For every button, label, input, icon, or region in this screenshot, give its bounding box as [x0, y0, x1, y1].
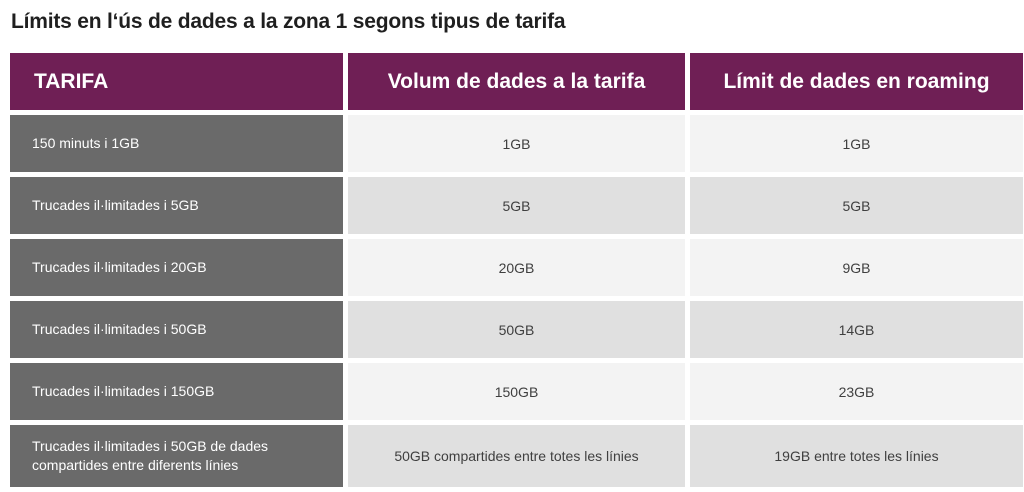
limit-cell: 19GB entre totes les línies: [690, 425, 1023, 487]
limit-cell: 14GB: [690, 301, 1023, 358]
tarifa-cell: Trucades il·limitades i 150GB: [10, 363, 343, 420]
limit-cell: 9GB: [690, 239, 1023, 296]
volum-cell: 150GB: [348, 363, 685, 420]
header-limit-roaming: Límit de dades en roaming: [690, 53, 1023, 110]
volum-cell: 20GB: [348, 239, 685, 296]
table-row: Trucades il·limitades i 150GB 150GB 23GB: [10, 363, 1023, 420]
volum-cell: 1GB: [348, 115, 685, 172]
table-row: Trucades il·limitades i 50GB 50GB 14GB: [10, 301, 1023, 358]
table-row: Trucades il·limitades i 50GB de dades co…: [10, 425, 1023, 487]
table-row: Trucades il·limitades i 5GB 5GB 5GB: [10, 177, 1023, 234]
tarifa-cell: 150 minuts i 1GB: [10, 115, 343, 172]
table-row: 150 minuts i 1GB 1GB 1GB: [10, 115, 1023, 172]
limit-cell: 1GB: [690, 115, 1023, 172]
header-volum-dades: Volum de dades a la tarifa: [348, 53, 685, 110]
volum-cell: 50GB compartides entre totes les línies: [348, 425, 685, 487]
limit-cell: 5GB: [690, 177, 1023, 234]
table-row: Trucades il·limitades i 20GB 20GB 9GB: [10, 239, 1023, 296]
tariff-limits-table: TARIFA Volum de dades a la tarifa Límit …: [5, 48, 1024, 492]
volum-cell: 5GB: [348, 177, 685, 234]
header-tarifa: TARIFA: [10, 53, 343, 110]
tarifa-cell: Trucades il·limitades i 20GB: [10, 239, 343, 296]
tarifa-cell: Trucades il·limitades i 50GB de dades co…: [10, 425, 343, 487]
volum-cell: 50GB: [348, 301, 685, 358]
table-header-row: TARIFA Volum de dades a la tarifa Límit …: [10, 53, 1023, 110]
limit-cell: 23GB: [690, 363, 1023, 420]
page-title: Límits en l‘ús de dades a la zona 1 sego…: [11, 10, 566, 33]
tarifa-cell: Trucades il·limitades i 50GB: [10, 301, 343, 358]
tarifa-cell: Trucades il·limitades i 5GB: [10, 177, 343, 234]
